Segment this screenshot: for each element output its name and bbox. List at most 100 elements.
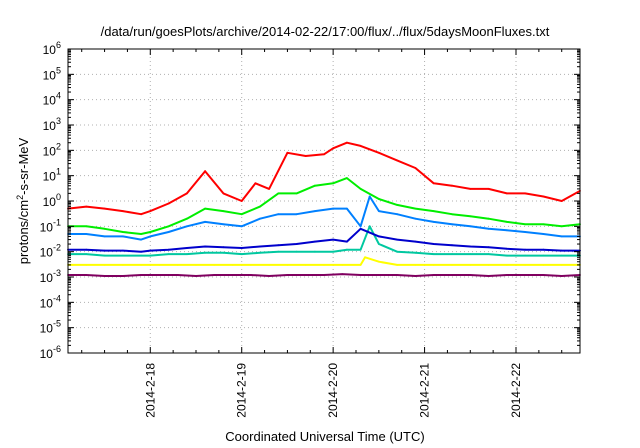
data-point (295, 243, 298, 245)
x-axis-label: Coordinated Universal Time (UTC) (225, 429, 424, 444)
data-point (346, 240, 348, 243)
data-point (346, 177, 348, 180)
data-point (103, 227, 106, 230)
y-tick-base: 10 (43, 144, 57, 158)
data-point (524, 223, 526, 226)
data-point (314, 240, 316, 243)
data-point (346, 207, 348, 210)
data-point (231, 274, 234, 276)
data-point (186, 253, 188, 256)
data-point (140, 264, 143, 266)
data-point (332, 238, 334, 241)
y-tick-label: 100 (43, 192, 61, 209)
data-point (149, 254, 152, 257)
data-point (259, 217, 261, 220)
data-point (542, 223, 545, 226)
data-point (268, 188, 270, 190)
y-tick-base: 10 (43, 170, 57, 184)
y-tick-label: 101 (43, 167, 61, 184)
data-point (231, 264, 234, 266)
y-tick-base: 10 (40, 220, 54, 234)
data-point (103, 235, 106, 238)
data-point (323, 264, 325, 266)
data-point (304, 264, 307, 266)
y-tick-exponent: 3 (56, 116, 61, 126)
data-point (524, 274, 526, 276)
data-point (314, 250, 316, 253)
data-point (560, 249, 563, 252)
series-line-1 (68, 177, 581, 235)
data-point (506, 192, 508, 195)
data-point (487, 227, 490, 230)
y-tick-base: 10 (43, 68, 57, 82)
data-point (259, 205, 261, 208)
data-point (85, 225, 88, 228)
data-point (222, 251, 225, 254)
y-tick-exponent: -3 (53, 268, 61, 278)
data-point (254, 182, 257, 185)
data-point (396, 238, 398, 241)
data-point (359, 274, 362, 276)
y-axis-label-main: protons/cm (16, 200, 31, 264)
y-tick-exponent: 1 (56, 167, 61, 177)
data-point (469, 188, 472, 190)
data-point (222, 246, 225, 249)
data-point (414, 167, 417, 169)
y-tick-label: 10-2 (40, 243, 61, 260)
data-point (542, 264, 545, 266)
data-point (314, 184, 316, 187)
data-point (259, 251, 261, 254)
data-point (295, 213, 298, 216)
y-tick-base: 10 (43, 195, 57, 209)
y-tick-exponent: 2 (56, 141, 61, 151)
data-point (277, 250, 280, 253)
data-point (524, 254, 526, 257)
data-point (167, 253, 170, 256)
data-point (542, 248, 545, 251)
data-point (378, 210, 380, 213)
data-point (396, 204, 398, 206)
data-point (506, 254, 508, 257)
data-point (359, 188, 362, 190)
data-point (204, 251, 207, 254)
data-point (364, 256, 366, 259)
series-line-3 (68, 227, 580, 253)
y-tick-label: 104 (43, 91, 61, 108)
data-point (149, 210, 152, 213)
data-point (506, 229, 508, 232)
y-tick-label: 10-6 (40, 344, 61, 361)
chart-title: /data/run/goesPlots/archive/2014-02-22/1… (101, 24, 550, 39)
data-point (103, 249, 106, 252)
data-point (378, 198, 380, 200)
data-point (542, 195, 545, 198)
data-point (414, 275, 417, 277)
data-point (432, 243, 435, 245)
data-point (414, 240, 417, 243)
data-point (432, 264, 435, 266)
data-point (396, 159, 398, 162)
data-point (524, 192, 526, 195)
data-point (122, 249, 124, 252)
data-point (560, 235, 563, 238)
y-tick-label: 106 (43, 40, 61, 57)
data-point (213, 264, 216, 266)
y-tick-base: 10 (43, 94, 57, 108)
data-point (414, 264, 417, 266)
y-tick-label: 10-1 (40, 217, 61, 234)
y-axis-label: protons/cm2-s-sr-MeV (15, 137, 31, 264)
data-point (103, 264, 106, 266)
data-point (250, 274, 252, 276)
grid (68, 48, 580, 354)
data-point (85, 253, 88, 256)
data-point (140, 233, 143, 235)
data-point (396, 264, 398, 266)
data-point (542, 254, 545, 257)
data-point (359, 227, 362, 230)
data-point (378, 260, 380, 263)
data-point (195, 264, 197, 266)
data-point (524, 231, 526, 233)
data-point (451, 244, 453, 247)
data-point (140, 238, 143, 241)
data-point (469, 225, 472, 228)
data-point (432, 210, 435, 213)
